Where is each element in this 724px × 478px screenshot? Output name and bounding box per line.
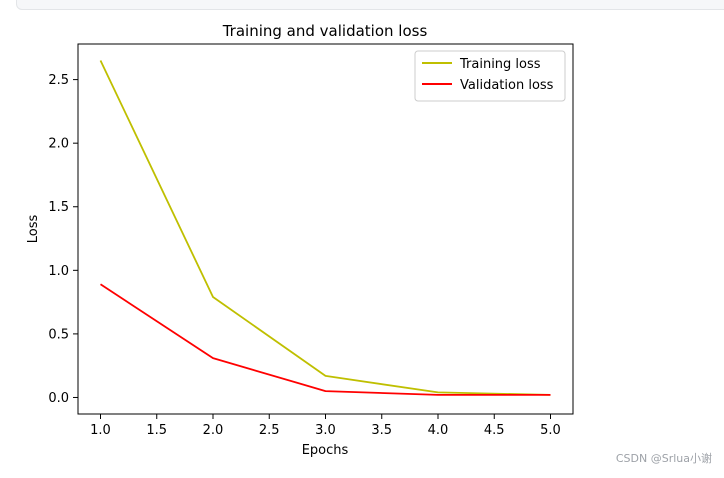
legend: Training loss Validation loss: [414, 50, 566, 102]
training-loss-line: [99, 60, 551, 396]
legend-box: [414, 50, 566, 102]
x-tick-label: 4.0: [428, 423, 449, 438]
validation-loss-line: [100, 283, 551, 396]
y-tick-label: 1.0: [48, 264, 69, 279]
x-tick-label: 4.5: [484, 423, 505, 438]
y-tick-label: 2.5: [48, 73, 69, 88]
legend-label-training: Training loss: [459, 57, 541, 72]
watermark: CSDN @Srlua小谢: [615, 452, 712, 465]
y-tick-label: 2.0: [48, 137, 69, 152]
x-tick-label: 2.0: [203, 423, 224, 438]
x-tick-label: 1.5: [146, 423, 167, 438]
legend-label-validation: Validation loss: [460, 78, 554, 93]
y-axis-ticks: 0.0 0.5 1.0 1.5 2.0 2.5: [48, 73, 78, 406]
y-tick-label: 0.5: [48, 327, 69, 342]
chart-title: Training and validation loss: [222, 22, 428, 40]
y-axis-label: Loss: [26, 215, 41, 244]
top-panel-edge: [16, 0, 724, 10]
y-tick-label: 1.5: [48, 200, 69, 215]
x-tick-label: 2.5: [259, 423, 280, 438]
x-axis-ticks: 1.0 1.5 2.0 2.5 3.0 3.5 4.0 4.5 5.0: [90, 414, 561, 438]
x-tick-label: 5.0: [540, 423, 561, 438]
x-tick-label: 1.0: [90, 423, 111, 438]
x-tick-label: 3.0: [315, 423, 336, 438]
x-tick-label: 3.5: [371, 423, 392, 438]
series-lines: [99, 60, 551, 396]
y-tick-label: 0.0: [48, 391, 69, 406]
x-axis-label: Epochs: [302, 443, 349, 458]
